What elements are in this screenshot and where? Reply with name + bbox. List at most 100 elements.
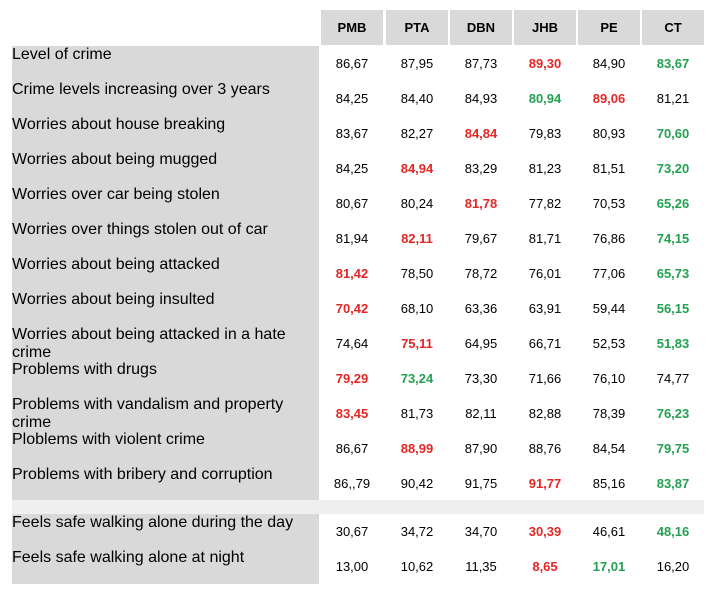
value-cell: 81,42 [335, 266, 369, 281]
value-cell: 82,11 [401, 231, 433, 246]
value-cell: 84,40 [400, 91, 434, 106]
value-cell: 11,35 [465, 559, 497, 574]
value-cell: 78,50 [400, 266, 434, 281]
row-label-text: Worries about being mugged [12, 151, 218, 168]
value-cell: 87,73 [464, 56, 498, 71]
value-cell: 82,88 [528, 406, 562, 421]
value-cell: 91,75 [464, 476, 498, 491]
column-header: PE [578, 10, 640, 45]
value-cell: 80,94 [528, 91, 562, 106]
row-label-text: Feels safe walking alone during the day [12, 514, 294, 531]
value-cell: 51,83 [656, 336, 690, 351]
value-cell: 91,77 [528, 476, 562, 491]
value-cell: 70,60 [656, 126, 690, 141]
value-cell: 59,44 [592, 301, 626, 316]
row-label-text: Worries about house breaking [12, 116, 226, 133]
value-cell: 68,10 [400, 301, 434, 316]
value-cell: 73,30 [464, 371, 498, 386]
value-cell: 65,73 [656, 266, 690, 281]
value-cell: 89,30 [528, 56, 562, 71]
value-cell: 65,26 [656, 196, 690, 211]
value-cell: 84,25 [335, 161, 369, 176]
value-cell: 74,64 [335, 336, 369, 351]
column-header: PTA [386, 10, 448, 45]
row-label: Problems with vandalism and property cri… [12, 396, 319, 431]
value-cell: 88,99 [400, 441, 434, 456]
row-label-text: Problems with bribery and corruption [12, 466, 273, 483]
value-cell: 70,42 [335, 301, 369, 316]
value-cell: 81,73 [400, 406, 434, 421]
value-cell: 83,67 [335, 126, 369, 141]
value-cell: 84,94 [400, 161, 434, 176]
value-cell: 70,53 [592, 196, 626, 211]
value-cell: 90,42 [400, 476, 434, 491]
value-cell: 76,01 [528, 266, 562, 281]
value-cell: 76,23 [656, 406, 690, 421]
column-header: DBN [450, 10, 512, 45]
value-cell: 79,67 [464, 231, 498, 246]
row-label: Worries about being attacked [12, 256, 319, 291]
row-label-text: Problems with drugs [12, 361, 157, 378]
value-cell: 79,29 [335, 371, 369, 386]
value-cell: 34,72 [400, 524, 434, 539]
value-cell: 80,67 [335, 196, 369, 211]
value-cell: 16,20 [656, 559, 690, 574]
row-label-text: Crime levels increasing over 3 years [12, 81, 270, 98]
value-cell: 52,53 [592, 336, 626, 351]
value-cell: 74,77 [656, 371, 690, 386]
value-cell: 74,15 [656, 231, 690, 246]
row-label: Level of crime [12, 46, 319, 81]
value-cell: 89,06 [592, 91, 626, 106]
value-cell: 34,70 [464, 524, 498, 539]
row-label-text: Worries about being attacked in a hate c… [12, 326, 286, 361]
value-cell: 30,39 [528, 524, 562, 539]
value-cell: 30,67 [335, 524, 369, 539]
row-label-text: Worries over car being stolen [12, 186, 220, 203]
row-label: Feels safe walking alone at night [12, 549, 319, 584]
column-header: CT [642, 10, 704, 45]
row-label: Worries about house breaking [12, 116, 319, 151]
value-cell: 79,75 [656, 441, 690, 456]
row-label-text: Feels safe walking alone at night [12, 549, 245, 566]
value-cell: 13,00 [335, 559, 369, 574]
value-cell: 63,91 [528, 301, 562, 316]
value-cell: 81,78 [464, 196, 498, 211]
value-cell: 75,11 [401, 336, 433, 351]
row-label: Problems with drugs [12, 361, 319, 396]
value-cell: 73,20 [656, 161, 690, 176]
value-cell: 76,86 [592, 231, 626, 246]
value-cell: 84,90 [592, 56, 626, 71]
value-cell: 81,21 [656, 91, 690, 106]
value-cell: 84,84 [464, 126, 498, 141]
row-label-text: Worries about being insulted [12, 291, 215, 308]
value-cell: 84,25 [335, 91, 369, 106]
value-cell: 81,23 [528, 161, 562, 176]
value-cell: 64,95 [464, 336, 498, 351]
value-cell: 85,16 [592, 476, 626, 491]
value-cell: 66,71 [528, 336, 562, 351]
row-label: Problems with bribery and corruption [12, 466, 319, 501]
value-cell: 78,39 [592, 406, 626, 421]
value-cell: 83,29 [464, 161, 498, 176]
row-label-text: Ploblems with violent crime [12, 431, 205, 448]
value-cell: 86,67 [335, 56, 369, 71]
value-cell: 56,15 [656, 301, 690, 316]
value-cell: 83,45 [335, 406, 369, 421]
value-cell: 86,67 [335, 441, 369, 456]
row-label: Ploblems with violent crime [12, 431, 319, 466]
column-header: PMB [321, 10, 383, 45]
value-cell: 82,27 [400, 126, 434, 141]
value-cell: 10,62 [400, 559, 434, 574]
row-label: Worries about being mugged [12, 151, 319, 186]
value-cell: 77,82 [528, 196, 562, 211]
row-label: Worries about being attacked in a hate c… [12, 326, 319, 361]
value-cell: 8,65 [532, 559, 558, 574]
row-label-text: Level of crime [12, 46, 112, 63]
row-label: Feels safe walking alone during the day [12, 514, 319, 549]
value-cell: 78,72 [464, 266, 498, 281]
row-label: Worries over car being stolen [12, 186, 319, 221]
value-cell: 81,71 [528, 231, 562, 246]
column-header: JHB [514, 10, 576, 45]
value-cell: 63,36 [464, 301, 498, 316]
